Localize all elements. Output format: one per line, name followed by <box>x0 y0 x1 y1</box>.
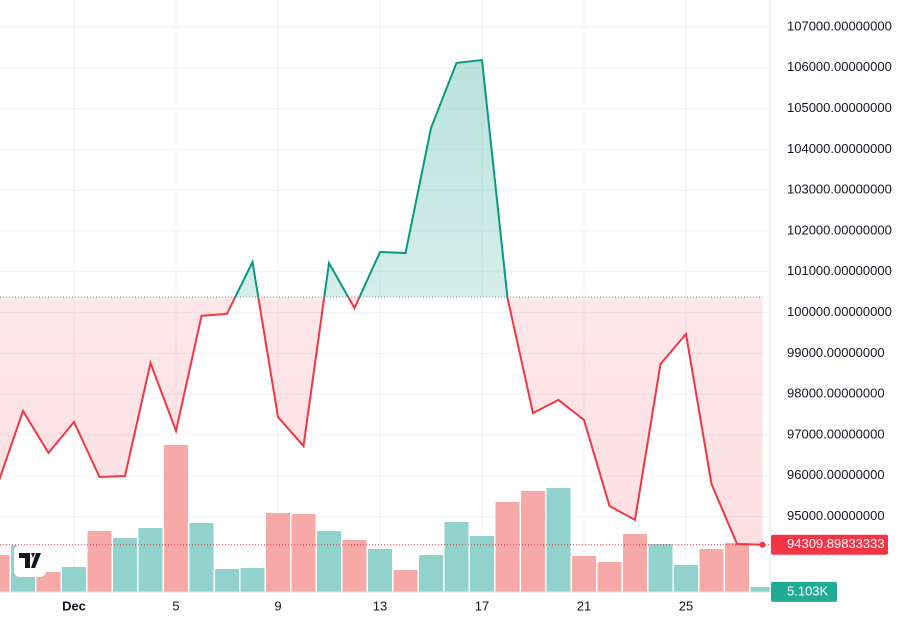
volume-bar <box>419 555 443 592</box>
x-tick-label: 25 <box>679 598 693 613</box>
logo-mark <box>19 553 41 568</box>
x-tick-label: 21 <box>577 598 591 613</box>
y-tick-label: 97000.00000000 <box>787 426 885 441</box>
volume-bar <box>495 502 520 592</box>
last-point <box>759 541 766 548</box>
x-tick-label: 5 <box>172 598 179 613</box>
volume-bar <box>572 556 596 592</box>
volume-bar <box>521 491 545 592</box>
volume-bar <box>674 565 698 592</box>
volume-bar <box>164 445 188 592</box>
volume-bar <box>368 549 392 592</box>
y-tick-label: 105000.00000000 <box>787 100 892 115</box>
volume-bar <box>87 531 112 592</box>
volume-bar <box>725 543 749 592</box>
logo <box>14 545 46 577</box>
volume-bar <box>138 528 163 592</box>
y-tick-label: 104000.00000000 <box>787 141 892 156</box>
lines <box>0 58 770 548</box>
x-tick-label: Dec <box>62 598 86 613</box>
y-tick-label: 98000.00000000 <box>787 386 885 401</box>
volume-bar <box>240 568 265 592</box>
last-volume-label: 5.103K <box>787 583 829 598</box>
price-axis-bg <box>770 0 900 617</box>
y-tick-label: 107000.00000000 <box>787 18 892 33</box>
volume-bar <box>0 555 10 592</box>
volume-bar <box>36 572 61 592</box>
last-price-label: 94309.89833333 <box>787 536 885 551</box>
volume-bar <box>189 523 214 592</box>
volume-bar <box>699 549 724 592</box>
area-down <box>0 297 763 545</box>
volume-bar <box>546 488 571 592</box>
last-price-tag <box>771 534 888 555</box>
volume-bar <box>750 586 775 592</box>
volume-bar <box>597 562 622 592</box>
volume-bar <box>444 522 469 592</box>
y-tick-label: 100000.00000000 <box>787 304 892 319</box>
volume-bar <box>317 531 341 592</box>
line-up <box>234 58 509 298</box>
y-tick-label: 106000.00000000 <box>787 59 892 74</box>
volume-bar <box>62 567 86 592</box>
area-up <box>235 60 508 298</box>
y-tick-label: 96000.00000000 <box>787 467 885 482</box>
volume-bar <box>470 536 494 592</box>
y-tick-label: 102000.00000000 <box>787 222 892 237</box>
volume-bar <box>113 538 137 592</box>
y-tick-label: 99000.00000000 <box>787 345 885 360</box>
volume-bar <box>648 544 673 592</box>
y-tick-label: 95000.00000000 <box>787 508 885 523</box>
volume-bar <box>623 534 647 592</box>
last-volume-tag <box>771 581 837 602</box>
x-tick-label: 17 <box>475 598 489 613</box>
volume-bar <box>215 569 239 592</box>
y-tick-label: 103000.00000000 <box>787 182 892 197</box>
areas <box>0 60 763 545</box>
x-tick-label: 13 <box>373 598 387 613</box>
line-down <box>0 297 763 546</box>
volume-bar <box>393 570 418 592</box>
y-tick-label: 101000.00000000 <box>787 263 892 278</box>
volume-bar <box>266 513 290 592</box>
volume-bar <box>291 514 316 592</box>
time-axis-bg <box>0 592 770 617</box>
x-tick-label: 9 <box>274 598 281 613</box>
volume-bar <box>342 540 367 592</box>
